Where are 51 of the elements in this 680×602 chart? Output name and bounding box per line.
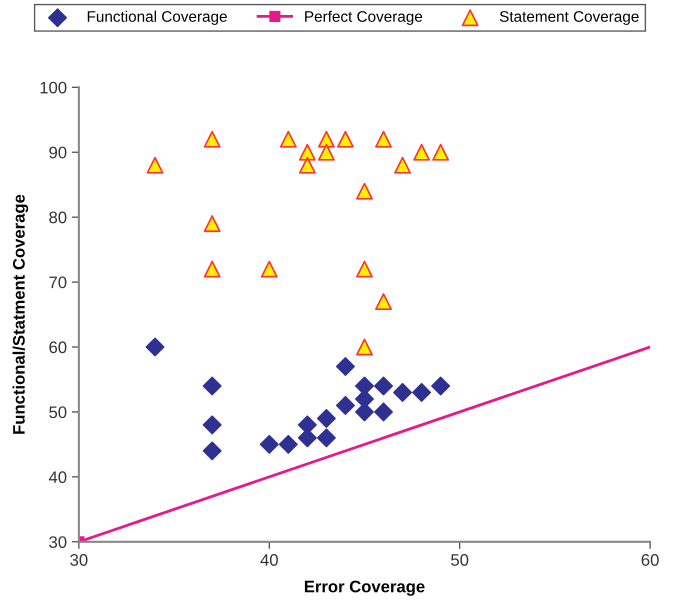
y-tick-label: 70 xyxy=(49,276,66,288)
x-tick-label: 50 xyxy=(451,554,468,566)
point xyxy=(375,293,392,310)
x-axis-title: Error Coverage xyxy=(304,580,425,596)
point xyxy=(202,441,222,460)
point xyxy=(260,260,278,278)
point xyxy=(356,260,373,278)
point xyxy=(337,130,354,148)
point xyxy=(146,156,164,174)
point xyxy=(393,382,412,402)
point xyxy=(202,415,222,434)
point xyxy=(432,144,450,161)
point xyxy=(204,215,221,232)
point xyxy=(204,130,221,148)
point xyxy=(394,156,411,174)
point xyxy=(318,144,335,161)
point xyxy=(336,396,355,415)
point xyxy=(356,182,373,200)
y-tick-label: 40 xyxy=(48,471,66,484)
point xyxy=(280,130,297,148)
x-tick-label: 40 xyxy=(260,554,278,566)
y-tick-label: 50 xyxy=(49,406,66,418)
point xyxy=(412,382,432,402)
point xyxy=(204,260,221,278)
point xyxy=(431,376,450,396)
point xyxy=(318,130,335,148)
point xyxy=(146,338,165,356)
point xyxy=(413,144,430,161)
point xyxy=(298,156,316,174)
y-tick-label: 80 xyxy=(49,212,66,224)
x-tick-label: 60 xyxy=(642,554,659,566)
y-axis-title: Functional/Statment Coverage xyxy=(12,194,28,434)
y-tick-label: 100 xyxy=(40,82,66,94)
point xyxy=(374,402,393,422)
point xyxy=(298,144,316,161)
point xyxy=(316,408,336,428)
legend-label: Functional Coverage xyxy=(88,10,227,25)
x-tick-label: 30 xyxy=(70,554,88,566)
point xyxy=(374,376,393,396)
point xyxy=(278,434,298,454)
point xyxy=(260,434,279,454)
legend-label: Statement Coverage xyxy=(500,11,639,25)
point xyxy=(356,338,373,356)
point xyxy=(202,376,222,396)
y-tick-label: 90 xyxy=(49,146,66,158)
legend-label: Perfect Coverage xyxy=(305,10,422,25)
y-tick-label: 60 xyxy=(49,341,66,354)
point xyxy=(316,428,336,448)
point xyxy=(375,130,392,148)
point xyxy=(336,357,355,376)
y-tick-label: 30 xyxy=(49,536,66,548)
